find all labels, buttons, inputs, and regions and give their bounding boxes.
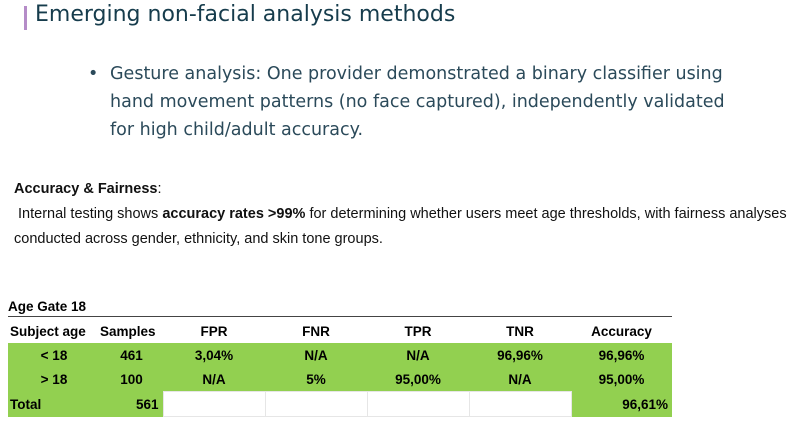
bullet-text: Gesture analysis: One provider demonstra… (110, 64, 725, 140)
table-row: < 18 461 3,04% N/A N/A 96,96% 96,96% (8, 343, 672, 367)
cell: 461 (100, 343, 163, 367)
cell: 95,00% (367, 367, 469, 392)
total-accuracy: 96,61% (571, 391, 672, 417)
cell: N/A (163, 367, 265, 392)
table-title: Age Gate 18 (8, 299, 87, 314)
total-samples: 561 (100, 391, 163, 417)
total-label: Total (8, 391, 100, 417)
empty-cell (468, 391, 572, 417)
header-cell: TPR (404, 323, 432, 339)
heading-colon: : (157, 181, 162, 197)
accuracy-text: Internal testing shows (14, 206, 163, 222)
age-gate-table: Subject age Samples FPR FNR TPR TNR Accu… (8, 319, 672, 417)
header-cell: FPR (200, 323, 228, 339)
accuracy-highlight: accuracy rates >99% (162, 206, 306, 222)
table-row: > 18 100 N/A 5% 95,00% N/A 95,00% (8, 367, 672, 392)
header-cell: Subject age (10, 323, 86, 339)
cell: 96,96% (469, 343, 571, 367)
header-cell: Samples (100, 323, 156, 339)
cell: 95,00% (571, 367, 672, 392)
cell: N/A (469, 367, 571, 392)
total-row: Total 561 96,61% (8, 391, 672, 417)
cell: N/A (367, 343, 469, 367)
header-cell: TNR (506, 323, 534, 339)
header-cell: FNR (302, 323, 330, 339)
cell: 96,96% (571, 343, 672, 367)
empty-cell (264, 391, 368, 417)
bullet-item: • Gesture analysis: One provider demonstr… (88, 60, 728, 144)
cell: 3,04% (163, 343, 265, 367)
cell: > 18 (8, 367, 100, 392)
cell: 100 (100, 367, 163, 392)
title-accent-bar (24, 6, 27, 30)
cell: N/A (265, 343, 367, 367)
page-title: Emerging non-facial analysis methods (35, 2, 456, 27)
cell: < 18 (8, 343, 100, 367)
accuracy-section: Accuracy & Fairness: Internal testing sh… (14, 177, 800, 252)
accuracy-text-end: for determining whether users meet age t… (14, 206, 787, 247)
empty-cell (162, 391, 266, 417)
header-cell: Accuracy (591, 323, 652, 339)
table-header-row: Subject age Samples FPR FNR TPR TNR Accu… (8, 319, 672, 343)
empty-cell (366, 391, 470, 417)
accuracy-heading: Accuracy & Fairness (14, 181, 158, 197)
table-rule (8, 316, 672, 317)
bullet-icon: • (88, 64, 99, 84)
cell: 5% (265, 367, 367, 392)
